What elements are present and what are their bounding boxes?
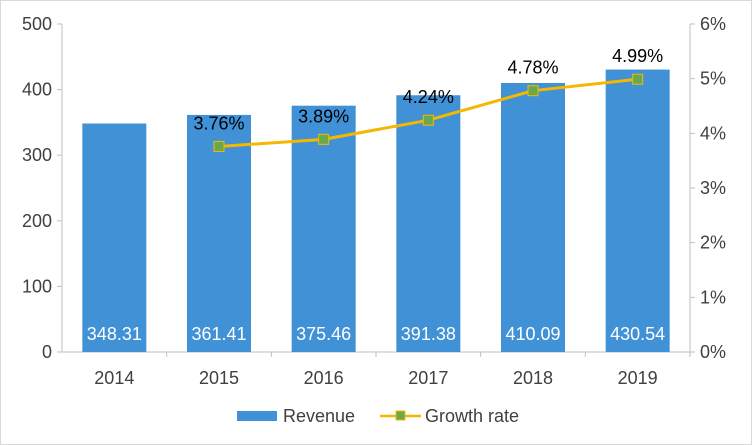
left-tick-label: 400 [22, 80, 52, 100]
growth-data-label: 3.76% [193, 113, 244, 133]
growth-rate-marker [422, 114, 434, 126]
legend-label-revenue: Revenue [283, 406, 355, 426]
bar-data-label: 430.54 [610, 324, 665, 344]
right-tick-label: 5% [700, 69, 726, 89]
x-tick-label: 2018 [513, 368, 553, 388]
bar-revenue [187, 114, 251, 352]
growth-rate-marker [632, 73, 644, 85]
x-tick-label: 2015 [199, 368, 239, 388]
growth-rate-marker [213, 140, 225, 152]
left-tick-label: 200 [22, 211, 52, 231]
right-tick-label: 6% [700, 14, 726, 34]
bar-revenue [501, 82, 565, 352]
bar-revenue [605, 69, 670, 352]
right-tick-label: 2% [700, 233, 726, 253]
right-tick-label: 3% [700, 178, 726, 198]
x-tick-label: 2017 [408, 368, 448, 388]
legend-marker-growth [395, 410, 406, 421]
bar-revenue [291, 105, 356, 352]
bar-data-label: 348.31 [87, 324, 142, 344]
growth-data-label: 4.78% [507, 58, 558, 78]
bar-data-label: 361.41 [191, 324, 246, 344]
legend: Revenue Growth rate [237, 406, 519, 426]
growth-data-label: 3.89% [298, 106, 349, 126]
x-tick-label: 2016 [304, 368, 344, 388]
growth-rate-marker [527, 85, 539, 97]
bar-data-label: 410.09 [505, 324, 560, 344]
x-tick-label: 2014 [94, 368, 134, 388]
left-tick-label: 300 [22, 145, 52, 165]
left-tick-label: 100 [22, 276, 52, 296]
right-tick-label: 0% [700, 342, 726, 362]
growth-data-label: 4.99% [612, 46, 663, 66]
right-tick-label: 1% [700, 287, 726, 307]
legend-label-growth: Growth rate [425, 406, 519, 426]
legend-swatch-revenue [237, 411, 277, 421]
growth-data-label: 4.24% [403, 87, 454, 107]
growth-rate-marker [318, 133, 330, 145]
left-tick-label: 500 [22, 14, 52, 34]
bar-data-label: 391.38 [401, 324, 456, 344]
right-tick-label: 4% [700, 123, 726, 143]
bar-revenue [82, 123, 147, 352]
left-tick-label: 0 [42, 342, 52, 362]
x-tick-label: 2019 [618, 368, 658, 388]
bar-revenue [396, 95, 461, 352]
bar-data-label: 375.46 [296, 324, 351, 344]
